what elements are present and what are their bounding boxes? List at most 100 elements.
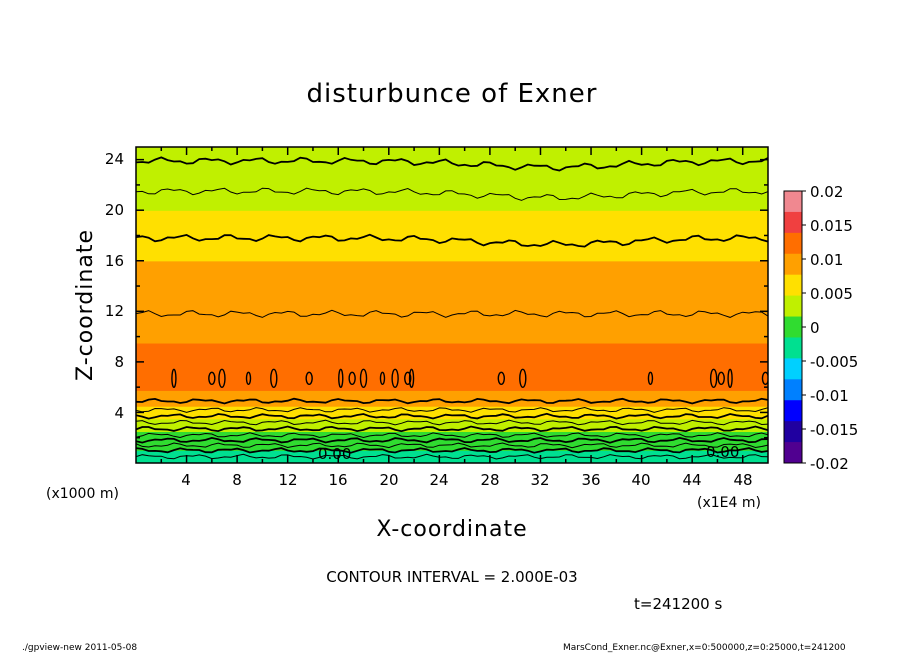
field-band: [136, 178, 768, 183]
x-tick-label: 44: [682, 471, 701, 489]
plot-frame: [135, 146, 769, 464]
contour-line: [136, 432, 768, 439]
chart-title: disturbunce of Exner: [307, 79, 598, 109]
field-band: [136, 418, 768, 423]
colorbar-swatch: [784, 232, 802, 255]
x-tick-label: 8: [232, 471, 242, 489]
field-band: [136, 415, 768, 420]
field-band: [136, 308, 768, 312]
colorbar-swatch: [784, 442, 802, 464]
axis-ticks: [136, 147, 768, 463]
x-tick-label: 16: [328, 471, 347, 489]
colorbar-swatch: [784, 211, 802, 234]
contour-line: [136, 412, 768, 420]
colorbar-label: -0.01: [810, 387, 849, 405]
field-band: [136, 342, 768, 347]
y-unit-label: (x1000 m): [46, 486, 119, 502]
x-tick-label: 28: [480, 471, 499, 489]
field-band: [136, 207, 768, 211]
field-band: [136, 349, 768, 353]
colorbar-swatch: [784, 274, 802, 297]
field-band: [136, 244, 768, 249]
field-band: [136, 409, 768, 414]
field-band: [136, 320, 768, 325]
field-band: [136, 232, 768, 237]
field-band: [136, 333, 768, 338]
y-tick-label: 24: [105, 150, 124, 168]
field-band: [136, 203, 768, 208]
colorbar-swatch: [784, 191, 802, 213]
x-tick-label: 24: [429, 471, 448, 489]
field-band: [136, 276, 768, 281]
colorbar-swatch: [784, 358, 802, 380]
field-band: [136, 184, 768, 189]
field-band: [136, 210, 768, 214]
field-band: [136, 447, 768, 451]
contour-line: [136, 425, 768, 433]
contour-oval: [270, 368, 278, 389]
contour-oval: [348, 371, 356, 386]
field-band: [136, 279, 768, 284]
field-band: [136, 229, 768, 233]
colorbar-swatch: [784, 316, 802, 338]
field-band: [136, 169, 768, 173]
field-band: [136, 191, 768, 195]
field-band: [136, 323, 768, 328]
field-band: [136, 147, 768, 151]
field-band: [136, 226, 768, 230]
field-band: [136, 425, 768, 429]
field-band: [136, 305, 768, 309]
contour-line: [136, 187, 768, 201]
contour-line: [136, 419, 768, 426]
field-band: [136, 459, 768, 463]
field-band: [136, 387, 768, 391]
contour-oval: [208, 371, 216, 386]
field-band: [136, 390, 768, 395]
field-band: [136, 314, 768, 319]
field-band: [136, 260, 768, 265]
contour-oval: [519, 368, 527, 389]
field-band: [136, 412, 768, 417]
contour-oval: [171, 368, 177, 389]
x-tick-label: 40: [631, 471, 650, 489]
contour-oval: [404, 371, 412, 386]
field-band: [136, 327, 768, 331]
field-band: [136, 298, 768, 303]
plot-area: [136, 147, 768, 463]
field-band: [136, 248, 768, 252]
x-unit-label: (x1E4 m): [697, 495, 761, 511]
field-band: [136, 282, 768, 287]
field-band: [136, 421, 768, 426]
field-band: [136, 188, 768, 192]
field-band: [136, 200, 768, 205]
field-band: [136, 235, 768, 240]
contour-line: [136, 233, 768, 248]
field-band: [136, 263, 768, 268]
contour-oval: [391, 368, 399, 389]
x-axis-label: X-coordinate: [376, 517, 527, 542]
field-band: [136, 241, 768, 246]
field-band: [136, 358, 768, 363]
colorbar-label: -0.02: [810, 455, 849, 473]
field-band: [136, 194, 768, 199]
field-band: [136, 292, 768, 297]
field-band: [136, 270, 768, 274]
field-band: [136, 371, 768, 376]
x-tick-label: 32: [530, 471, 549, 489]
colorbar-swatch: [784, 400, 802, 422]
y-tick-label: 12: [105, 302, 124, 320]
footer-left: ./gpview-new 2011-05-08: [22, 643, 137, 653]
field-band: [136, 440, 768, 445]
field-band: [136, 330, 768, 335]
x-tick-label: 12: [278, 471, 297, 489]
field-band: [136, 159, 768, 164]
field-band: [136, 257, 768, 262]
field-band: [136, 254, 768, 259]
field-band: [136, 365, 768, 369]
contour-line: [136, 397, 768, 405]
contour-oval: [408, 368, 415, 389]
x-tick-label: 4: [181, 471, 191, 489]
footer-right: MarsCond_Exner.nc@Exner,x=0:500000,z=0:2…: [563, 643, 846, 653]
colorbar-label: 0.02: [810, 183, 843, 201]
field-band: [136, 165, 768, 170]
